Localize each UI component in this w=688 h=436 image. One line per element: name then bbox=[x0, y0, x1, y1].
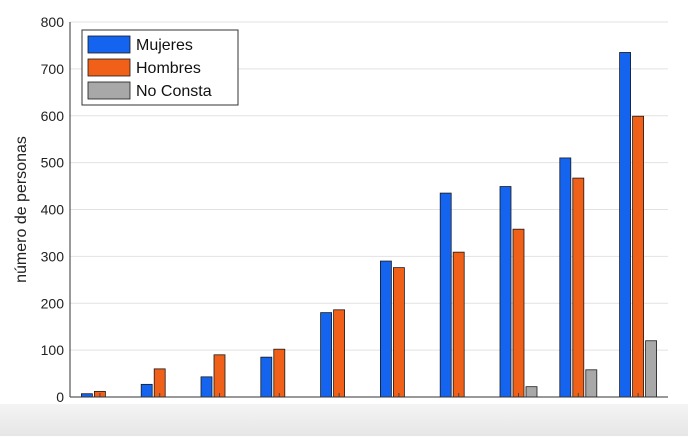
bar-mujeres-2020 bbox=[559, 157, 572, 398]
bar-mujeres-2021 bbox=[619, 52, 631, 398]
y-tick-label: 500 bbox=[41, 155, 65, 171]
legend-label: Mujeres bbox=[136, 37, 193, 54]
y-axis-label: número de personas bbox=[13, 136, 30, 283]
bar-hombres-2020 bbox=[572, 177, 585, 398]
video-bottom-band bbox=[0, 404, 688, 436]
bar-hombres-2017 bbox=[392, 267, 405, 398]
y-tick-label: 100 bbox=[41, 342, 65, 358]
bar-hombres-2018 bbox=[452, 251, 465, 398]
bar-mujeres-2013 bbox=[140, 383, 153, 398]
legend-label: Hombres bbox=[136, 60, 201, 77]
legend: Mujeres Hombres No Consta bbox=[81, 29, 239, 106]
y-tick-label: 300 bbox=[41, 248, 65, 264]
y-tick-label: 400 bbox=[41, 202, 65, 218]
bar-no-consta-2020 bbox=[585, 369, 598, 398]
bar-hombres-2021 bbox=[632, 115, 644, 398]
bar-mujeres-2017 bbox=[379, 260, 392, 398]
bar-hombres-2013 bbox=[153, 368, 166, 398]
bar-no-consta-2021 bbox=[645, 340, 657, 398]
bar-hombres-2015 bbox=[273, 348, 286, 398]
y-tick-label: 200 bbox=[41, 295, 65, 311]
legend-swatch bbox=[87, 81, 131, 100]
legend-label: No Consta bbox=[136, 83, 212, 100]
bar-mujeres-2014 bbox=[200, 376, 213, 398]
bar-no-consta-2019 bbox=[525, 386, 538, 398]
bar-mujeres-2018 bbox=[439, 192, 452, 398]
bar-hombres-2019 bbox=[512, 228, 525, 398]
bar-mujeres-2016 bbox=[320, 312, 333, 398]
legend-swatch bbox=[87, 58, 131, 77]
y-tick-label: 0 bbox=[56, 389, 64, 405]
bar-hombres-2014 bbox=[213, 354, 226, 398]
y-tick-label: 700 bbox=[41, 61, 65, 77]
legend-swatch bbox=[87, 35, 131, 54]
bar-hombres-2016 bbox=[333, 309, 346, 398]
bars bbox=[81, 52, 657, 398]
bar-mujeres-2019 bbox=[499, 186, 512, 398]
bar-mujeres-2015 bbox=[260, 356, 273, 398]
y-tick-label: 600 bbox=[41, 108, 65, 124]
y-tick-label: 800 bbox=[41, 14, 65, 30]
